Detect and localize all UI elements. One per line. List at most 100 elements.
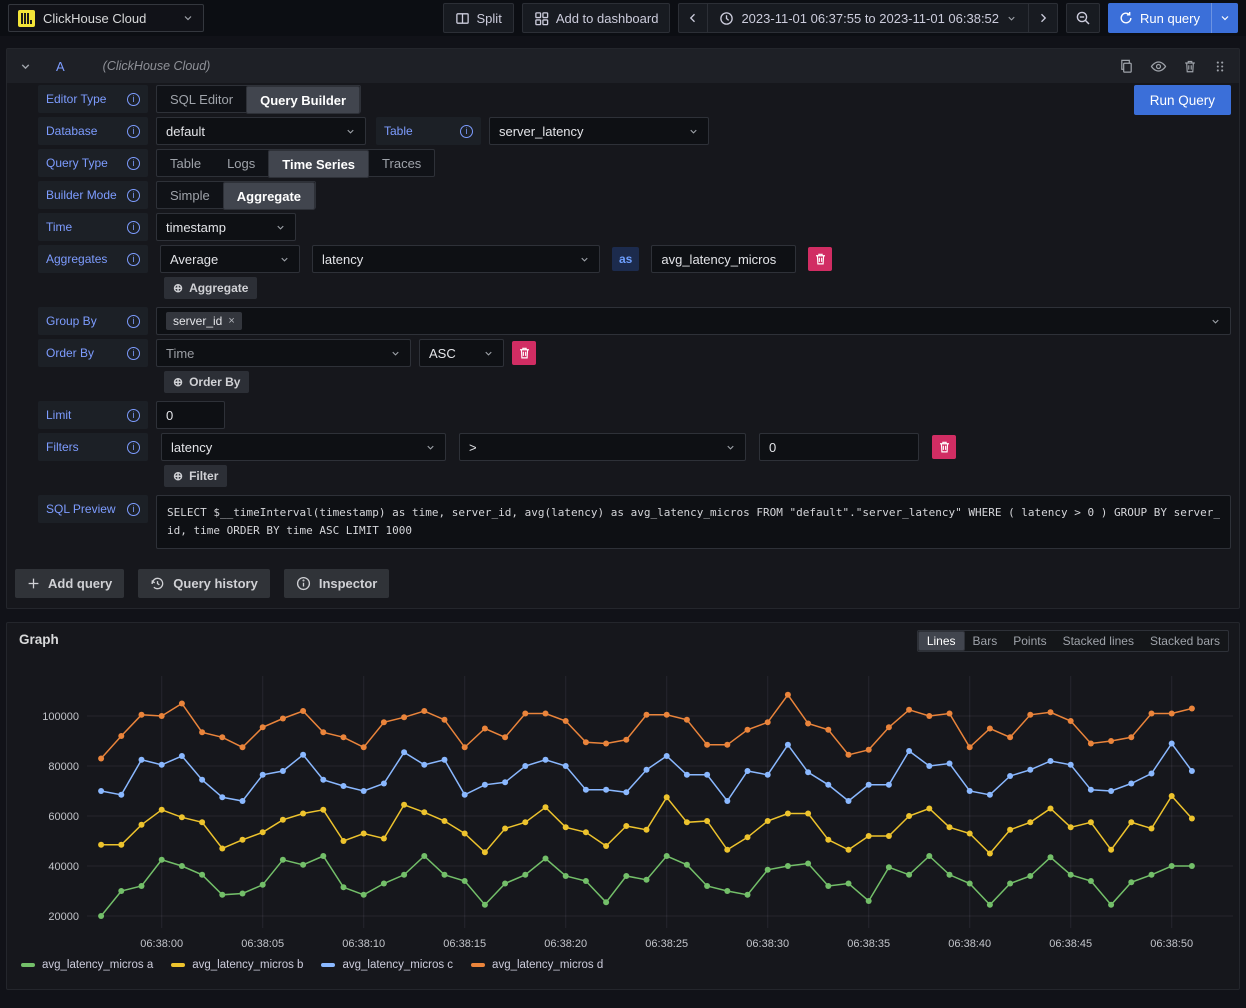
time-shift-forward-button[interactable] [1029, 3, 1058, 33]
info-icon[interactable]: i [127, 253, 140, 266]
legend-swatch [21, 963, 35, 967]
graph-style-option-lines[interactable]: Lines [918, 631, 965, 651]
add-filter-row: ⊕ Filter [164, 465, 1231, 487]
collapse-chevron-icon[interactable] [19, 60, 32, 73]
order-by-field-select[interactable]: Time [156, 339, 411, 367]
run-query-inner-button[interactable]: Run Query [1134, 85, 1231, 115]
hide-response-eye-icon[interactable] [1150, 59, 1167, 74]
info-icon[interactable]: i [127, 125, 140, 138]
info-icon[interactable]: i [127, 93, 140, 106]
query-type-row: Query Type i TableLogsTime SeriesTraces [38, 149, 1231, 177]
add-aggregate-button[interactable]: ⊕ Aggregate [164, 277, 257, 299]
info-icon[interactable]: i [127, 503, 140, 516]
query-type-option-traces[interactable]: Traces [369, 150, 434, 176]
info-icon[interactable]: i [127, 157, 140, 170]
info-icon[interactable]: i [127, 189, 140, 202]
svg-text:20000: 20000 [48, 911, 79, 923]
builder-mode-label: Builder Mode i [38, 181, 148, 209]
chevron-down-icon [688, 126, 699, 137]
legend-item-avg-latency-micros-b[interactable]: avg_latency_micros b [171, 959, 303, 971]
legend-item-avg-latency-micros-c[interactable]: avg_latency_micros c [321, 959, 453, 971]
info-icon[interactable]: i [127, 441, 140, 454]
info-icon[interactable]: i [127, 221, 140, 234]
svg-text:06:38:45: 06:38:45 [1049, 938, 1092, 950]
remove-filter-button[interactable] [932, 435, 956, 459]
drag-handle-icon[interactable] [1213, 59, 1227, 74]
remove-query-trash-icon[interactable] [1183, 59, 1197, 74]
legend-swatch [171, 963, 185, 967]
query-datasource-hint: (ClickHouse Cloud) [103, 59, 211, 73]
info-icon[interactable]: i [127, 347, 140, 360]
query-row-header[interactable]: A (ClickHouse Cloud) [7, 49, 1239, 83]
editor-type-option-query-builder[interactable]: Query Builder [246, 86, 360, 114]
svg-text:80000: 80000 [48, 761, 79, 773]
aggregate-function-select[interactable]: Average [160, 245, 300, 273]
chevron-down-icon [725, 442, 736, 453]
run-query-button[interactable]: Run query [1108, 3, 1211, 33]
add-filter-button[interactable]: ⊕ Filter [164, 465, 227, 487]
group-by-tag-server-id[interactable]: server_id× [166, 312, 242, 330]
database-select[interactable]: default [156, 117, 366, 145]
builder-mode-option-aggregate[interactable]: Aggregate [223, 182, 315, 210]
order-by-direction-select[interactable]: ASC [419, 339, 504, 367]
aggregate-alias-input[interactable]: avg_latency_micros [651, 245, 796, 273]
info-icon[interactable]: i [127, 315, 140, 328]
add-query-button[interactable]: Add query [15, 569, 124, 598]
run-query-dropdown-button[interactable] [1211, 3, 1238, 33]
editor-type-option-sql-editor[interactable]: SQL Editor [157, 86, 246, 112]
dashboard-grid-icon [534, 11, 549, 26]
split-button[interactable]: Split [443, 3, 514, 33]
info-icon[interactable]: i [460, 125, 473, 138]
query-type-option-time-series[interactable]: Time Series [268, 150, 369, 178]
legend-item-avg-latency-micros-d[interactable]: avg_latency_micros d [471, 959, 603, 971]
remove-aggregate-button[interactable] [808, 247, 832, 271]
inspector-button[interactable]: Inspector [284, 569, 390, 598]
chart-gridlines [87, 676, 1233, 928]
limit-row: Limit i 0 [38, 401, 1231, 429]
add-to-dashboard-button[interactable]: Add to dashboard [522, 3, 671, 33]
chevron-right-icon [1037, 12, 1049, 24]
aggregates-label: Aggregates i [38, 245, 148, 273]
add-aggregate-row: ⊕ Aggregate [164, 277, 1231, 299]
run-query-split-button: Run query [1108, 3, 1238, 33]
add-order-by-button[interactable]: ⊕ Order By [164, 371, 249, 393]
filter-column-select[interactable]: latency [161, 433, 446, 461]
info-icon[interactable]: i [127, 409, 140, 422]
trash-icon [518, 346, 531, 360]
svg-text:06:38:00: 06:38:00 [140, 938, 183, 950]
chevron-left-icon [687, 12, 699, 24]
chevron-down-icon [425, 442, 436, 453]
filter-operator-select[interactable]: > [459, 433, 746, 461]
filter-value-input[interactable]: 0 [759, 433, 919, 461]
query-history-button[interactable]: Query history [138, 569, 270, 598]
builder-mode-option-simple[interactable]: Simple [157, 182, 223, 208]
graph-style-option-points[interactable]: Points [1005, 631, 1054, 651]
graph-style-option-bars[interactable]: Bars [965, 631, 1006, 651]
clickhouse-logo-icon [18, 10, 35, 27]
graph-style-toggle: LinesBarsPointsStacked linesStacked bars [917, 630, 1229, 652]
remove-tag-icon[interactable]: × [228, 315, 234, 327]
aggregate-column-select[interactable]: latency [312, 245, 600, 273]
limit-input[interactable]: 0 [156, 401, 225, 429]
duplicate-query-icon[interactable] [1119, 59, 1134, 74]
svg-text:06:38:10: 06:38:10 [342, 938, 385, 950]
remove-order-by-button[interactable] [512, 341, 536, 365]
query-type-option-table[interactable]: Table [157, 150, 214, 176]
datasource-picker[interactable]: ClickHouse Cloud [8, 4, 204, 32]
legend-item-avg-latency-micros-a[interactable]: avg_latency_micros a [21, 959, 153, 971]
time-column-select[interactable]: timestamp [156, 213, 296, 241]
table-select[interactable]: server_latency [489, 117, 709, 145]
graph-style-option-stacked-lines[interactable]: Stacked lines [1055, 631, 1142, 651]
query-type-option-logs[interactable]: Logs [214, 150, 268, 176]
filters-row: Filters i latency > 0 [38, 433, 1231, 461]
graph-style-option-stacked-bars[interactable]: Stacked bars [1142, 631, 1228, 651]
aggregates-row: Aggregates i Average latency as avg_late… [38, 245, 1231, 273]
group-by-multiselect[interactable]: server_id× [156, 307, 1231, 335]
time-shift-back-button[interactable] [678, 3, 707, 33]
time-series-chart[interactable]: 2000040000600008000010000006:38:0006:38:… [7, 663, 1241, 955]
plus-icon [27, 577, 40, 590]
split-icon [455, 11, 470, 26]
time-field-row: Time i timestamp [38, 213, 1231, 241]
time-range-picker[interactable]: 2023-11-01 06:37:55 to 2023-11-01 06:38:… [707, 3, 1029, 33]
zoom-out-button[interactable] [1066, 3, 1100, 33]
